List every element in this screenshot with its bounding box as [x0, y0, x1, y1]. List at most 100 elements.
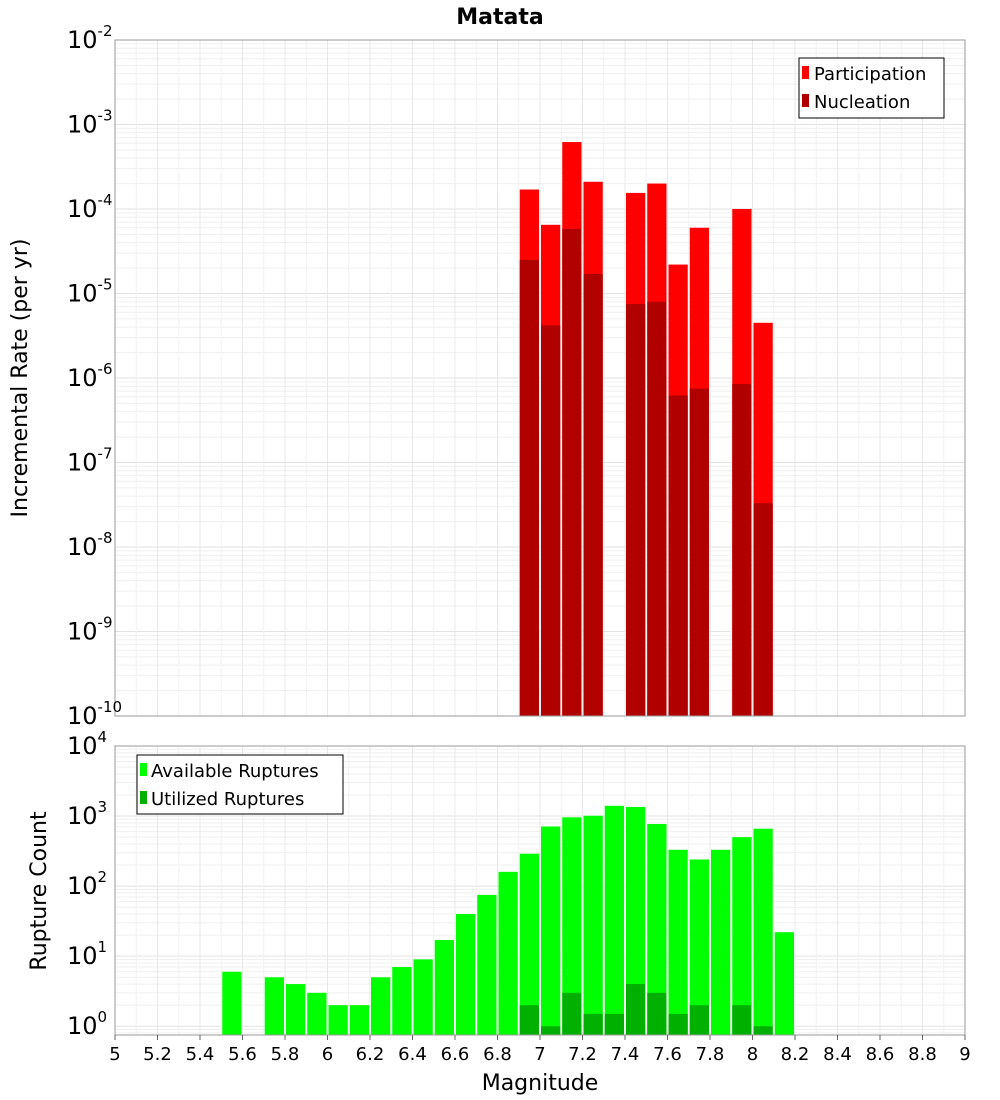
utilized-legend-swatch [140, 791, 147, 804]
count-y-tick-exp: 4 [98, 728, 108, 746]
count-y-tick-label: 104 [67, 728, 107, 760]
rate-legend: Participation Nucleation [798, 57, 945, 119]
x-tick-label: 8.2 [781, 1044, 810, 1065]
rate-y-tick-label: 10-4 [67, 191, 113, 223]
available-legend-swatch [140, 763, 147, 776]
rate-y-tick-label: 10-7 [67, 445, 113, 477]
magnitude-x-ticks: 5 5.2 5.4 5.6 5.8 6 6.2 6.4 6.6 6.8 7 7.2 7.4 7.6 7.8 8… [109, 1035, 971, 1065]
available-ruptures-bar [668, 849, 688, 1035]
available-ruptures-bar [689, 859, 709, 1035]
rate-y-tick-exp: -9 [98, 614, 113, 632]
rate-y-tick-label: 10-3 [67, 107, 113, 139]
utilized-ruptures-bar [732, 1005, 752, 1035]
x-tick-label: 8 [747, 1044, 758, 1065]
rate-y-tick-base: 10 [67, 111, 98, 139]
count-bars [222, 805, 794, 1035]
rate-y-tick-exp: -6 [98, 360, 113, 378]
rate-y-tick-base: 10 [67, 280, 98, 308]
x-tick-label: 7 [534, 1044, 545, 1065]
x-tick-label: 8.6 [866, 1044, 895, 1065]
rate-y-tick-exp: -7 [98, 445, 113, 463]
rate-y-tick-label: 10-8 [67, 529, 113, 561]
available-ruptures-bar [434, 940, 454, 1035]
available-ruptures-bar [498, 871, 518, 1035]
available-ruptures-bar [711, 849, 731, 1035]
x-tick-label: 5.4 [186, 1044, 215, 1065]
x-tick-label: 6.2 [356, 1044, 385, 1065]
rate-y-tick-base: 10 [67, 533, 98, 561]
nucleation-bar [519, 259, 539, 716]
utilized-ruptures-bar [753, 1026, 773, 1035]
utilized-ruptures-bar [689, 1005, 709, 1035]
count-legend-box [136, 754, 344, 815]
utilized-ruptures-bar [562, 992, 582, 1035]
rate-y-tick-label: 10-6 [67, 360, 113, 392]
count-y-tick-base: 10 [67, 732, 98, 760]
chart-title: Matata [456, 5, 543, 30]
rate-y-tick-label: 10-10 [67, 698, 122, 730]
available-ruptures-bar [604, 805, 624, 1035]
x-tick-label: 5.2 [143, 1044, 172, 1065]
utilized-ruptures-bar [604, 1013, 624, 1035]
available-ruptures-bar [753, 828, 773, 1035]
participation-legend-label: Participation [814, 64, 926, 85]
x-tick-label: 5 [109, 1044, 120, 1065]
available-ruptures-bar [349, 1005, 369, 1035]
count-y-tick-exp: 0 [98, 1008, 108, 1026]
rate-y-tick-label: 10-9 [67, 614, 113, 646]
available-ruptures-bar [264, 977, 284, 1035]
rate-y-tick-exp: -4 [98, 191, 113, 209]
count-y-tick-label: 103 [67, 798, 107, 830]
count-y-tick-label: 100 [67, 1008, 107, 1040]
count-y-tick-base: 10 [67, 802, 98, 830]
x-tick-label: 6.4 [398, 1044, 427, 1065]
count-y-tick-exp: 2 [98, 868, 108, 886]
magnitude-x-axis-label: Magnitude [482, 1071, 599, 1096]
utilized-ruptures-bar [668, 1013, 688, 1035]
available-ruptures-bar [392, 967, 412, 1035]
x-tick-label: 6.6 [441, 1044, 470, 1065]
nucleation-bar [583, 274, 603, 716]
available-ruptures-bar [413, 959, 433, 1035]
nucleation-bar [753, 503, 773, 716]
count-legend: Available Ruptures Utilized Ruptures [136, 754, 344, 815]
available-ruptures-bar [732, 837, 752, 1035]
rate-y-tick-base: 10 [67, 195, 98, 223]
available-ruptures-bar [774, 932, 794, 1035]
x-tick-label: 8.4 [823, 1044, 852, 1065]
available-legend-label: Available Ruptures [151, 761, 319, 782]
rate-y-tick-base: 10 [67, 618, 98, 646]
available-ruptures-bar [583, 815, 603, 1035]
rate-y-tick-base: 10 [67, 364, 98, 392]
nucleation-bar [668, 395, 688, 716]
count-y-tick-exp: 1 [98, 938, 108, 956]
available-ruptures-bar [519, 853, 539, 1035]
x-tick-label: 7.6 [653, 1044, 682, 1065]
x-tick-label: 9 [959, 1044, 970, 1065]
utilized-ruptures-bar [541, 1026, 561, 1035]
utilized-ruptures-bar [583, 1013, 603, 1035]
rate-y-tick-exp: -10 [98, 698, 123, 716]
utilized-ruptures-bar [626, 984, 646, 1035]
x-tick-label: 5.8 [271, 1044, 300, 1065]
x-tick-label: 7.2 [568, 1044, 597, 1065]
utilized-legend-label: Utilized Ruptures [151, 789, 304, 810]
nucleation-legend-label: Nucleation [814, 92, 910, 113]
nucleation-bar [647, 301, 667, 716]
participation-legend-swatch [802, 66, 809, 79]
x-tick-label: 6 [322, 1044, 333, 1065]
x-tick-label: 8.8 [908, 1044, 937, 1065]
rate-y-tick-base: 10 [67, 449, 98, 477]
rate-y-tick-base: 10 [67, 26, 98, 54]
nucleation-bar [732, 383, 752, 716]
count-y-tick-base: 10 [67, 872, 98, 900]
x-tick-label: 7.8 [696, 1044, 725, 1065]
rate-y-tick-label: 10-2 [67, 22, 113, 54]
rate-y-axis-label: Incremental Rate (per yr) [8, 239, 33, 518]
available-ruptures-bar [371, 977, 391, 1035]
available-ruptures-bar [286, 984, 306, 1035]
